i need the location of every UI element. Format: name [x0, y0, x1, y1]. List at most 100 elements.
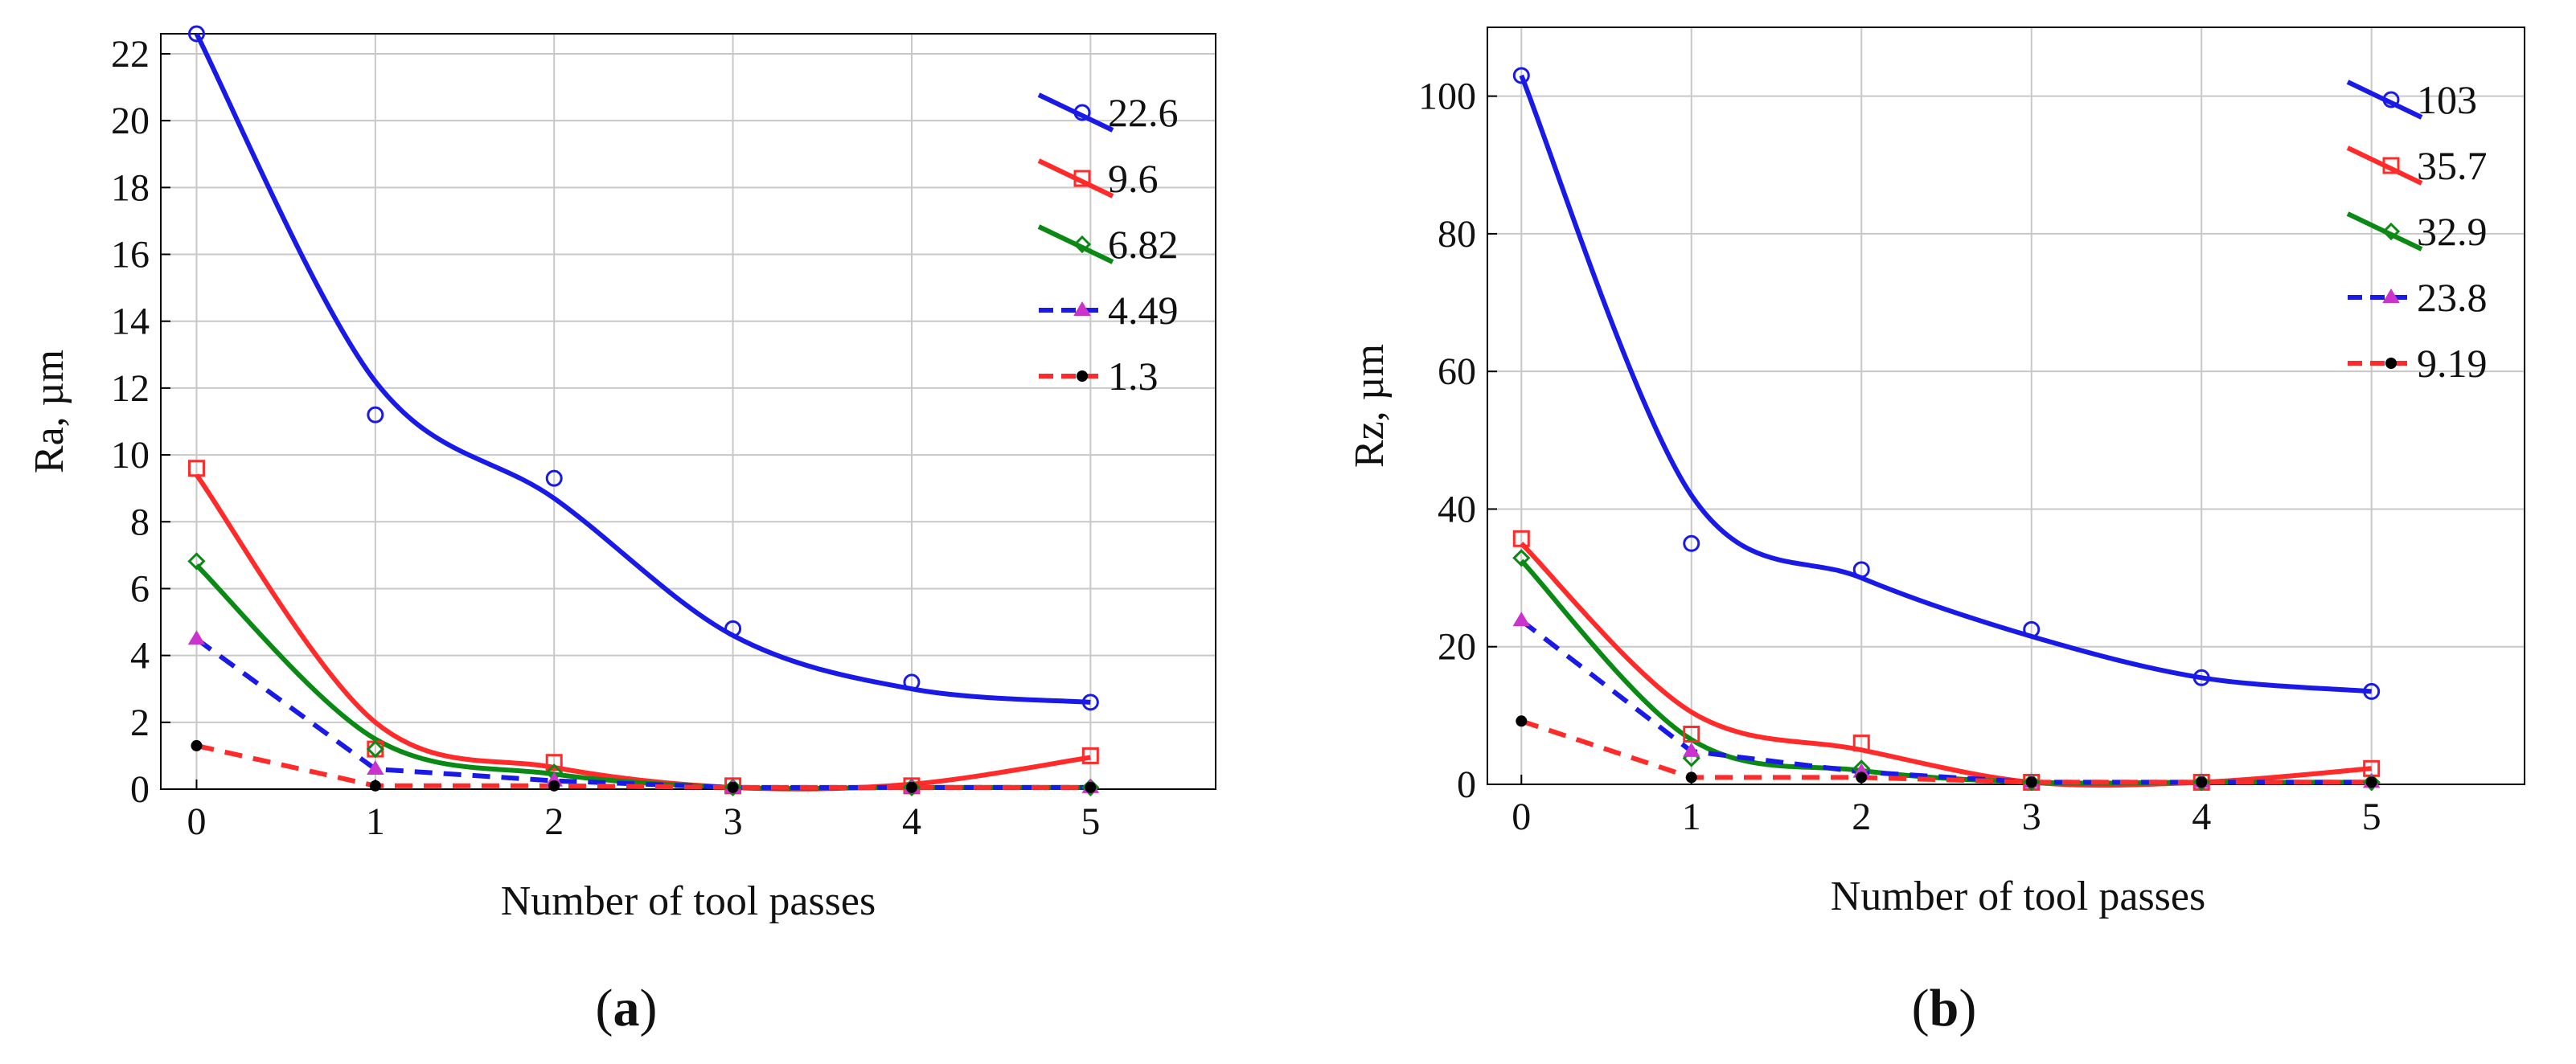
y-axis-title: Ra, µm: [27, 350, 72, 473]
y-tick-label: 20: [111, 100, 150, 142]
circle-marker: [903, 673, 921, 691]
data-markers: [187, 25, 1100, 797]
triangle-marker: [187, 630, 206, 645]
diamond-marker: [1073, 235, 1092, 254]
circle-marker: [2382, 91, 2400, 108]
plot-frame: [1487, 27, 2525, 785]
series-line-23.8: [1520, 618, 2372, 785]
circle-marker: [187, 25, 205, 43]
x-tick-label: 3: [724, 800, 743, 843]
circle-marker: [1073, 104, 1091, 121]
triangle-marker: [1512, 612, 1531, 627]
circle-marker: [1512, 67, 1530, 84]
triangle-marker: [1073, 301, 1091, 316]
legend-label: 9.19: [2417, 341, 2488, 386]
y-tick-label: 0: [130, 768, 150, 811]
y-tick-label: 100: [1418, 76, 1476, 118]
legend-label: 103: [2417, 77, 2477, 122]
square-marker: [187, 460, 205, 477]
dot-marker: [2196, 776, 2208, 788]
x-axis-title: Number of tool passes: [1831, 874, 2205, 919]
x-tick-label: 4: [2192, 796, 2211, 838]
y-tick-label: 10: [111, 434, 150, 477]
dot-marker: [191, 739, 203, 751]
y-tick-label: 20: [1438, 626, 1476, 669]
series-line-9.19: [1520, 718, 2372, 785]
y-tick-label: 18: [111, 166, 150, 209]
square-marker: [2382, 157, 2400, 174]
diamond-marker: [366, 739, 384, 759]
dot-marker: [1077, 370, 1088, 382]
square-marker: [1073, 170, 1091, 187]
y-tick-label: 12: [111, 367, 150, 410]
dot-marker: [905, 781, 917, 793]
triangle-marker: [367, 760, 384, 775]
legend: 103 35.7 32.9 23.8 9.19: [2346, 77, 2488, 386]
circle-marker: [1081, 694, 1099, 711]
y-tick-label: 60: [1438, 350, 1476, 393]
square-marker: [1852, 735, 1870, 752]
panel-label: (a): [596, 979, 658, 1037]
dot-marker: [727, 781, 739, 793]
legend-label: 6.82: [1108, 222, 1179, 267]
dot-marker: [1516, 715, 1528, 727]
square-marker: [1081, 747, 1099, 764]
diamond-marker: [2381, 222, 2401, 241]
series-line-4.49: [195, 636, 1091, 790]
circle-marker: [1852, 561, 1870, 579]
circle-marker: [545, 469, 563, 487]
y-tick-label: 6: [130, 567, 150, 610]
y-tick-label: 8: [130, 501, 150, 543]
legend: 22.6 9.6 6.82 4.49 1.3: [1037, 90, 1179, 399]
dot-marker: [548, 780, 560, 792]
circle-marker: [2023, 620, 2041, 638]
square-marker: [545, 754, 563, 771]
fit-curves: [194, 32, 1091, 792]
legend-label: 32.9: [2417, 209, 2488, 254]
axis-ticks: 0 1 2 3 4 5 0 20 40 60 80 100: [1418, 76, 2381, 838]
triangle-marker: [2382, 289, 2400, 303]
dot-marker: [1685, 771, 1697, 784]
x-tick-label: 5: [2362, 796, 2381, 838]
dot-marker: [1085, 781, 1097, 793]
panel-label: (b): [1912, 979, 1977, 1037]
legend-label: 22.6: [1108, 90, 1179, 135]
y-tick-label: 14: [111, 301, 150, 343]
y-tick-label: 22: [111, 33, 150, 76]
dot-marker: [369, 780, 381, 792]
dot-marker: [2365, 776, 2377, 788]
series-line-1.3: [195, 743, 1091, 790]
x-tick-label: 0: [1512, 796, 1531, 838]
legend-label: 4.49: [1108, 288, 1179, 333]
y-tick-label: 0: [1457, 763, 1476, 806]
x-tick-label: 5: [1081, 800, 1100, 843]
square-marker: [1683, 725, 1700, 743]
fit-curves: [1519, 74, 2372, 788]
diamond-marker: [1512, 549, 1531, 567]
legend-label: 35.7: [2417, 143, 2488, 188]
y-tick-label: 40: [1438, 488, 1476, 530]
legend-label: 9.6: [1108, 156, 1159, 201]
circle-marker: [2192, 669, 2210, 686]
x-axis-title: Number of tool passes: [501, 878, 876, 924]
x-tick-label: 3: [2022, 796, 2041, 838]
chart-panel-b: 0 1 2 3 4 5 0 20 40 60 80 100 103 35.7 32.9 23.8 9.19 R…: [1347, 27, 2525, 1037]
dot-marker: [2385, 358, 2397, 369]
circle-marker: [724, 620, 742, 637]
x-tick-label: 1: [366, 800, 385, 843]
legend-label: 1.3: [1108, 354, 1159, 399]
data-markers: [1512, 67, 2381, 792]
dot-marker: [1856, 771, 1868, 784]
circle-marker: [1683, 534, 1700, 552]
y-tick-label: 2: [130, 702, 150, 744]
y-tick-label: 16: [111, 234, 150, 276]
dot-marker: [2025, 776, 2037, 788]
series-line-9.6: [195, 473, 1091, 792]
circle-marker: [2363, 682, 2381, 700]
diamond-marker: [187, 552, 206, 571]
square-marker: [1512, 530, 1530, 547]
gridlines: [161, 34, 1216, 789]
x-tick-label: 4: [902, 800, 921, 843]
